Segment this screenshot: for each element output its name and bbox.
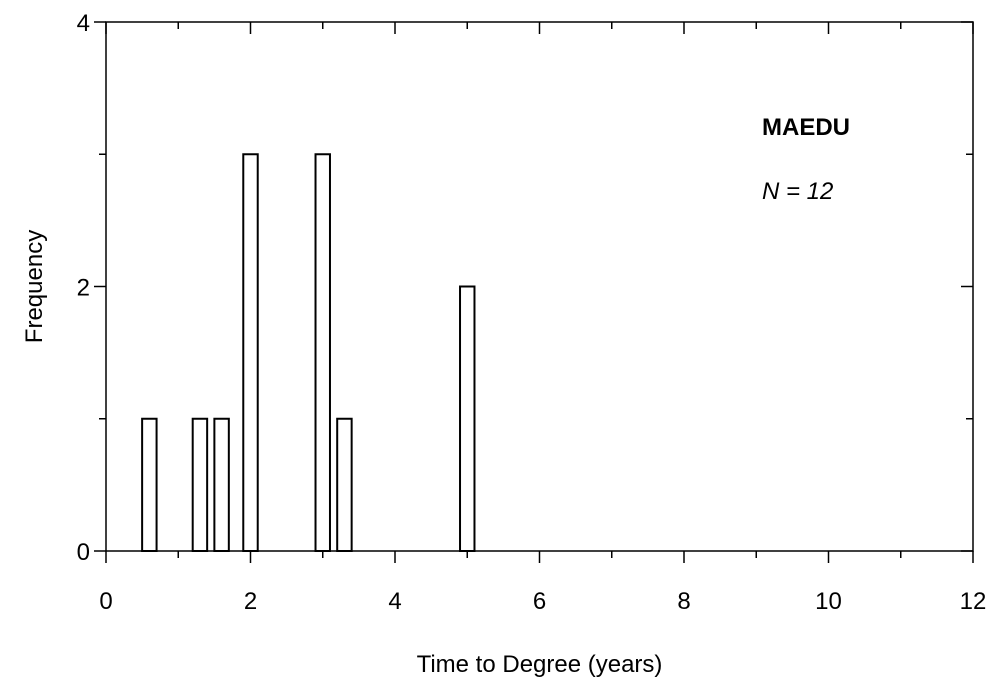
histogram-bar-5 xyxy=(314,153,331,552)
histogram-bar-4 xyxy=(242,153,259,552)
histogram-bar-3 xyxy=(213,417,230,552)
x-tick-label: 8 xyxy=(677,588,690,615)
axis-ticks xyxy=(94,21,974,563)
y-tick-label: 0 xyxy=(77,539,90,566)
x-tick-label: 4 xyxy=(388,588,401,615)
tick-labels: 0 2 4 6 8 10 12 0 2 4 xyxy=(77,10,987,615)
y-tick-label: 4 xyxy=(77,10,90,37)
histogram-bar-1 xyxy=(141,417,158,552)
x-axis-title: Time to Degree (years) xyxy=(417,651,663,678)
x-tick-label: 0 xyxy=(99,588,112,615)
x-tick-label: 6 xyxy=(533,588,546,615)
y-tick-label: 2 xyxy=(77,275,90,302)
x-tick-label: 2 xyxy=(244,588,257,615)
histogram-bar-2 xyxy=(191,417,209,552)
y-axis-title: Frequency xyxy=(21,230,48,343)
x-tick-label: 12 xyxy=(960,588,987,615)
group-annotation: MAEDU xyxy=(762,114,850,141)
bar-group xyxy=(141,153,476,552)
x-tick-label: 10 xyxy=(815,588,842,615)
histogram-bar-6 xyxy=(336,417,353,552)
histogram-bar-7 xyxy=(459,285,476,552)
sample-size-annotation: N = 12 xyxy=(762,178,833,205)
plot-frame xyxy=(105,21,974,552)
